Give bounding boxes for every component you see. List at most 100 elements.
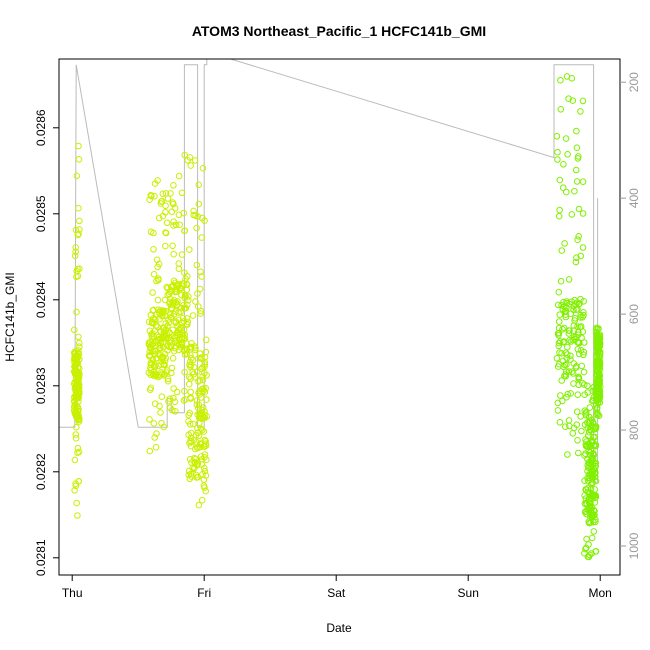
data-point xyxy=(193,368,201,376)
y-tick-label: 0.0282 xyxy=(34,453,48,490)
data-point xyxy=(193,397,201,404)
data-point xyxy=(595,357,603,365)
y2-tick-label: 800 xyxy=(627,420,641,440)
data-point xyxy=(567,390,575,397)
data-point xyxy=(199,214,206,222)
data-point xyxy=(586,519,593,527)
data-point xyxy=(591,507,598,515)
data-point xyxy=(73,423,80,431)
data-point xyxy=(589,479,596,487)
data-point xyxy=(569,370,577,377)
data-point xyxy=(592,494,599,502)
y2-tick-label: 200 xyxy=(627,72,641,92)
data-point xyxy=(187,363,194,371)
data-point xyxy=(157,328,164,335)
data-point xyxy=(579,328,587,336)
data-point xyxy=(173,337,180,344)
data-point xyxy=(154,296,162,304)
data-point xyxy=(150,306,157,314)
data-point xyxy=(164,195,172,202)
data-point xyxy=(590,433,597,441)
data-point xyxy=(564,151,571,158)
data-point xyxy=(554,301,562,309)
y2-tick-label: 400 xyxy=(627,188,641,208)
data-point xyxy=(194,290,201,297)
data-point xyxy=(169,355,177,362)
data-point xyxy=(199,373,206,380)
data-point xyxy=(563,351,571,358)
data-point xyxy=(556,419,564,426)
data-point xyxy=(590,506,598,514)
data-point xyxy=(181,368,188,376)
data-point xyxy=(147,359,155,367)
data-point xyxy=(580,311,587,319)
data-point xyxy=(556,338,564,345)
data-point xyxy=(74,272,82,280)
data-point xyxy=(75,398,82,405)
data-point xyxy=(183,280,190,288)
data-point xyxy=(593,331,601,338)
data-point xyxy=(190,211,198,219)
data-point xyxy=(152,322,160,329)
data-point xyxy=(164,347,171,354)
data-point xyxy=(555,212,563,220)
data-point xyxy=(155,214,163,222)
data-point xyxy=(577,295,584,303)
data-points xyxy=(70,73,604,561)
data-point xyxy=(590,528,598,535)
data-point xyxy=(159,354,167,361)
data-point xyxy=(163,219,171,227)
data-point xyxy=(154,323,161,331)
data-point xyxy=(186,154,194,161)
data-point xyxy=(584,553,592,561)
data-point xyxy=(558,247,566,254)
data-point xyxy=(559,325,566,333)
data-point xyxy=(196,412,204,420)
data-point xyxy=(586,413,593,421)
data-point xyxy=(588,534,596,542)
data-point xyxy=(182,292,189,300)
data-point xyxy=(200,428,208,435)
y-tick-label: 0.0286 xyxy=(34,109,48,146)
data-point xyxy=(158,370,166,378)
data-point xyxy=(579,210,587,217)
data-point xyxy=(578,334,585,342)
data-point xyxy=(169,199,176,206)
data-point xyxy=(567,338,575,345)
data-point xyxy=(158,197,166,205)
data-point xyxy=(591,486,599,493)
data-point xyxy=(198,355,205,363)
x-axis: Thu Fri Sat Sun Mon xyxy=(62,575,612,600)
data-point xyxy=(155,276,162,284)
data-point xyxy=(202,472,210,479)
data-point xyxy=(146,447,154,455)
data-point xyxy=(171,204,179,212)
data-point xyxy=(570,322,578,329)
data-point xyxy=(167,342,175,350)
data-point xyxy=(581,500,589,508)
data-point xyxy=(555,324,563,332)
data-point xyxy=(596,348,604,356)
data-point xyxy=(73,172,81,180)
data-point xyxy=(167,311,174,319)
data-point xyxy=(189,464,196,472)
data-point xyxy=(180,397,188,404)
data-point xyxy=(571,333,578,341)
data-point xyxy=(72,409,80,417)
data-point xyxy=(199,376,207,384)
data-point xyxy=(74,512,81,519)
data-point xyxy=(167,190,174,197)
data-point xyxy=(202,336,210,344)
data-point xyxy=(76,217,83,225)
data-point xyxy=(553,133,561,140)
data-point xyxy=(182,304,190,312)
data-point xyxy=(593,405,601,413)
data-point xyxy=(555,288,563,296)
data-point xyxy=(560,303,568,310)
data-point xyxy=(75,204,82,212)
data-point xyxy=(167,283,175,291)
data-point xyxy=(181,387,188,395)
data-point xyxy=(555,342,563,350)
data-point xyxy=(201,388,209,396)
data-point xyxy=(151,347,158,355)
